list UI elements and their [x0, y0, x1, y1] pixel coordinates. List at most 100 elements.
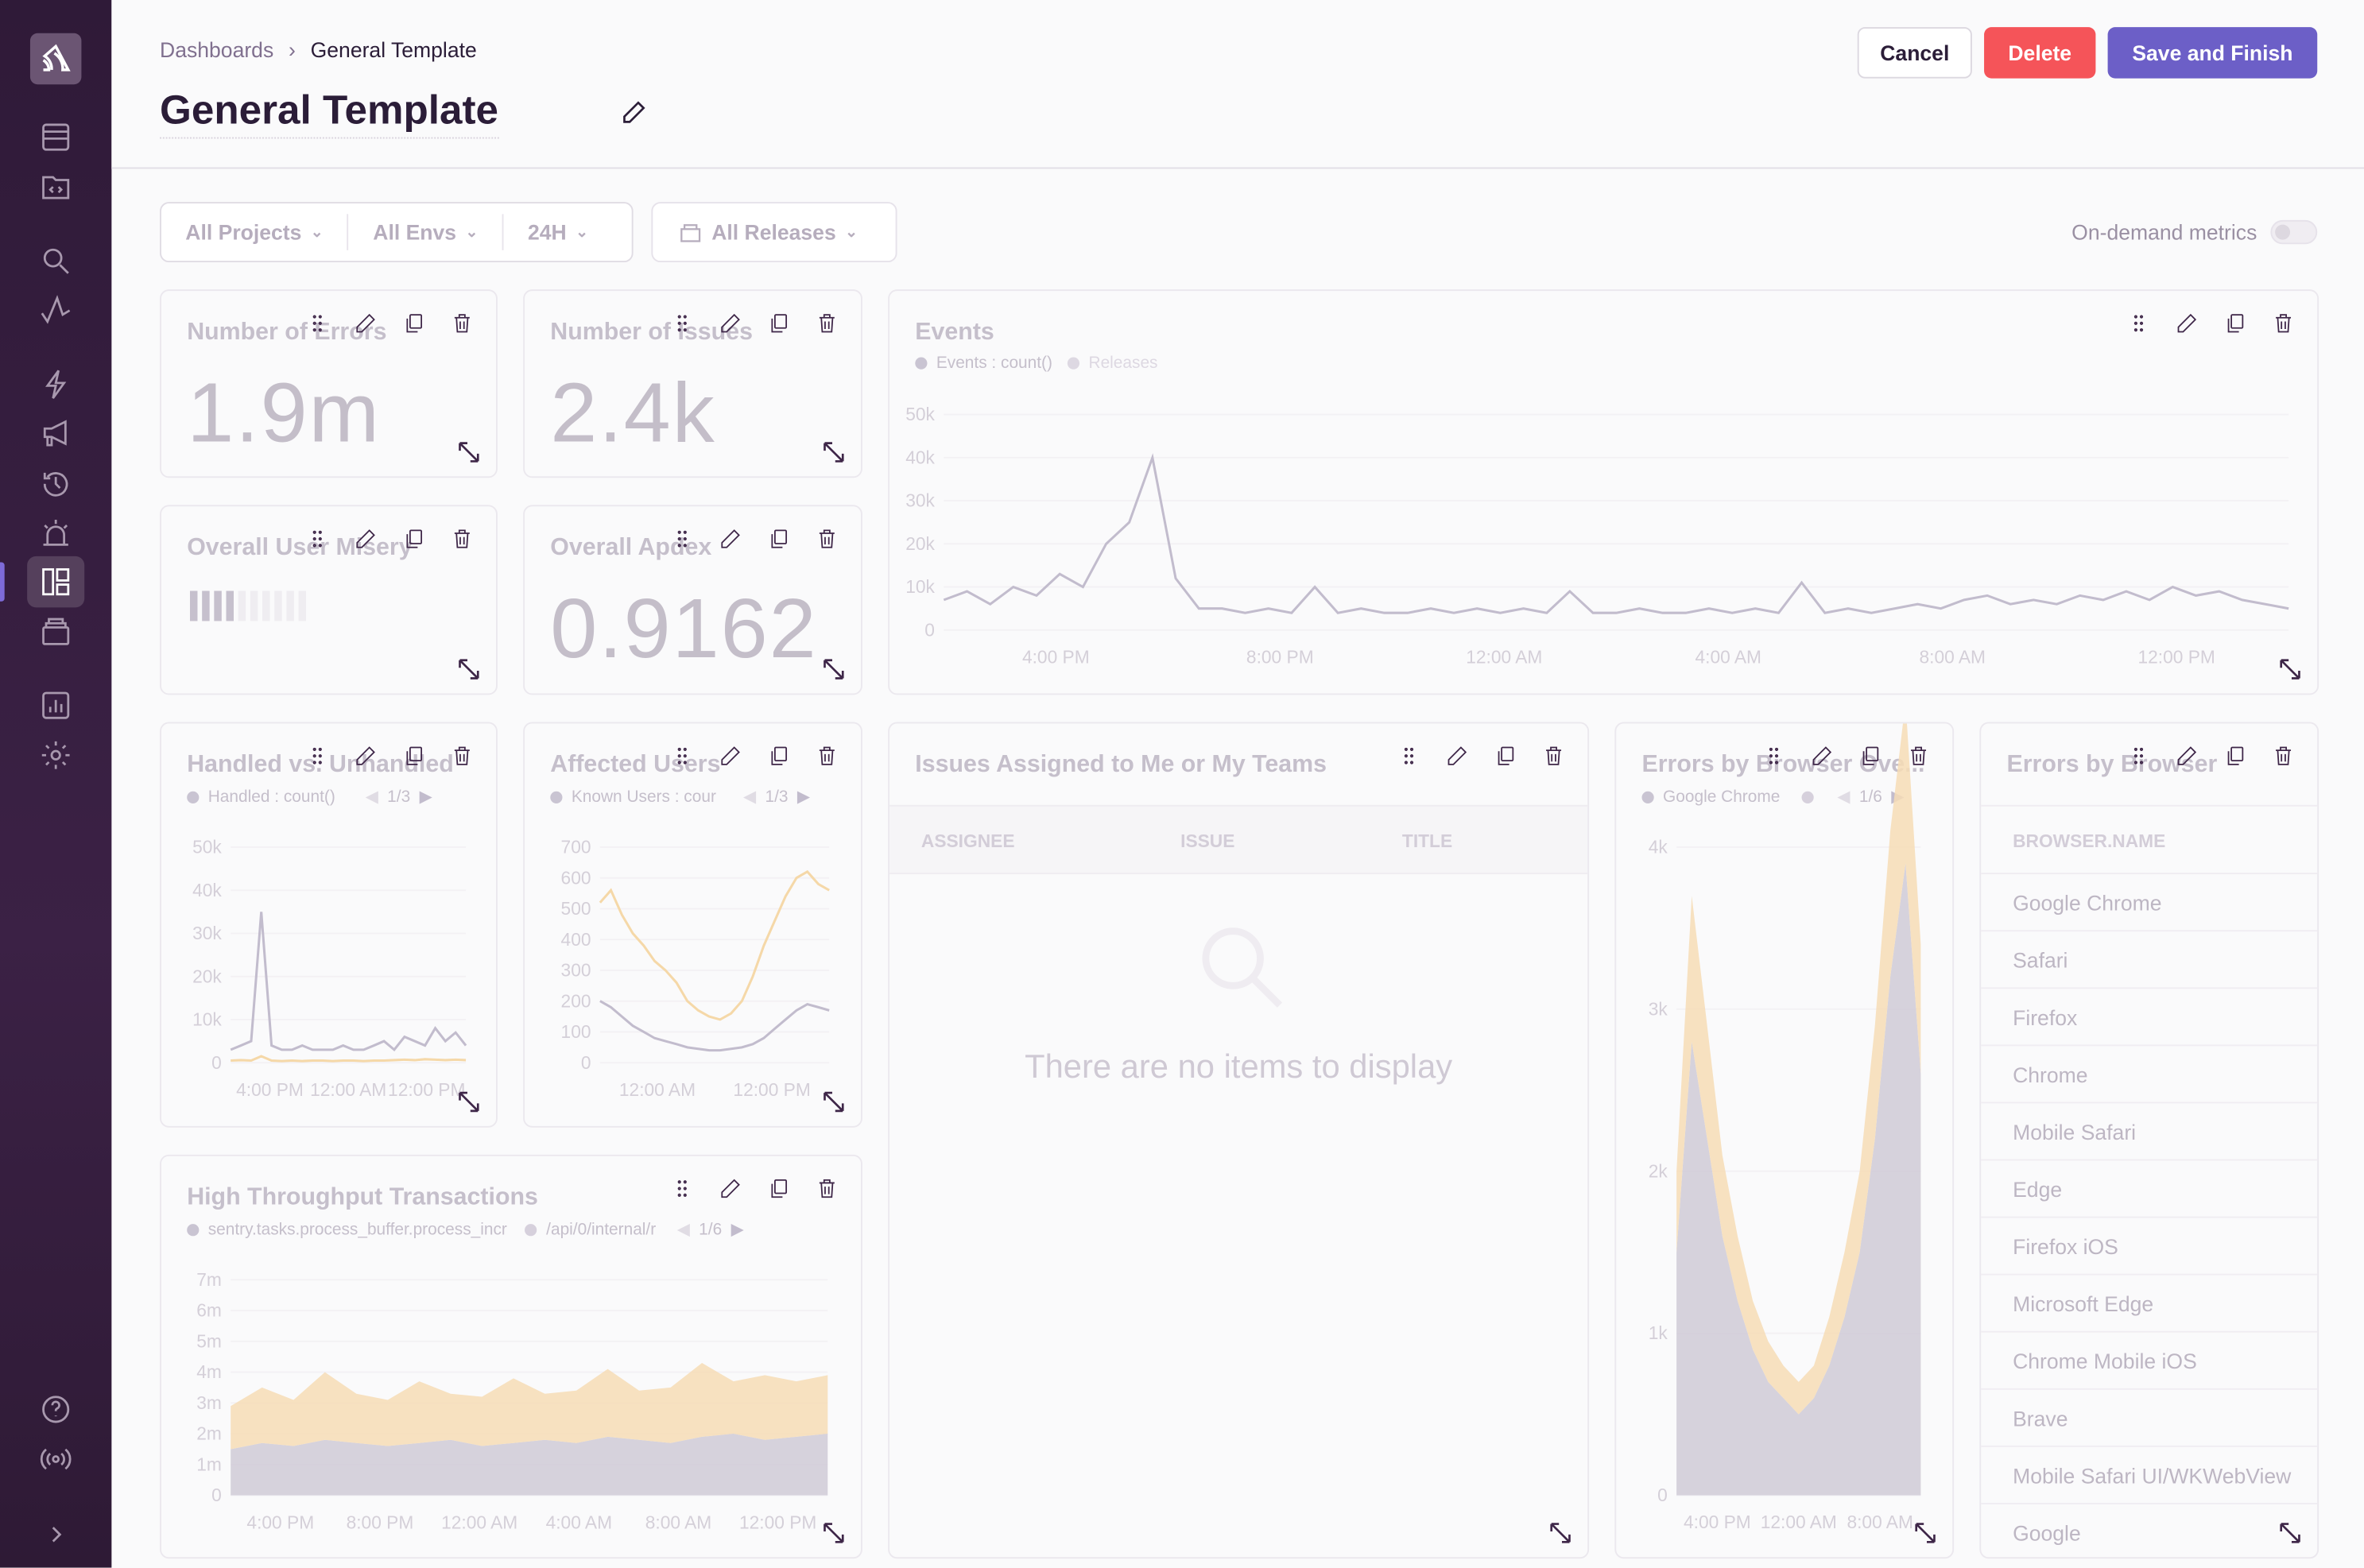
edit-widget-icon[interactable] [1443, 741, 1470, 769]
edit-widget-icon[interactable] [716, 525, 743, 552]
delete-widget-icon[interactable] [2269, 309, 2296, 336]
on-demand-toggle[interactable] [2270, 219, 2318, 245]
pencil-icon[interactable] [621, 99, 646, 133]
duplicate-widget-icon[interactable] [1856, 741, 1883, 769]
resize-handle-icon[interactable] [457, 440, 481, 464]
stats-icon[interactable] [37, 686, 76, 725]
next-page-icon[interactable]: ▶ [419, 788, 432, 807]
duplicate-widget-icon[interactable] [765, 525, 792, 552]
sentry-logo[interactable] [29, 33, 82, 85]
drag-handle-icon[interactable] [303, 741, 330, 769]
delete-widget-icon[interactable] [1905, 741, 1932, 769]
page-title[interactable]: General Template [160, 87, 499, 139]
projects-icon[interactable] [37, 168, 76, 207]
megaphone-icon[interactable] [37, 415, 76, 454]
performance-icon[interactable] [37, 291, 76, 330]
drag-handle-icon[interactable] [303, 525, 330, 552]
resize-handle-icon[interactable] [822, 1521, 846, 1545]
drag-handle-icon[interactable] [2124, 741, 2151, 769]
prev-page-icon[interactable]: ◀ [365, 788, 378, 807]
table-row[interactable]: Mobile Safari [1981, 1103, 2318, 1161]
prev-page-icon[interactable]: ◀ [676, 1221, 690, 1240]
duplicate-widget-icon[interactable] [400, 309, 427, 336]
delete-button[interactable]: Delete [1984, 27, 2096, 79]
delete-widget-icon[interactable] [812, 1175, 839, 1202]
column-assignee[interactable]: ASSIGNEE [920, 830, 1015, 852]
legend-item[interactable]: Google Chrome [1663, 788, 1781, 806]
duplicate-widget-icon[interactable] [400, 741, 427, 769]
duplicate-widget-icon[interactable] [400, 525, 427, 552]
table-row[interactable]: Chrome Mobile iOS [1981, 1333, 2318, 1390]
table-row[interactable]: Safari [1981, 931, 2318, 989]
resize-handle-icon[interactable] [1913, 1521, 1937, 1545]
edit-widget-icon[interactable] [2172, 309, 2199, 336]
drag-handle-icon[interactable] [668, 309, 695, 336]
resize-handle-icon[interactable] [2278, 657, 2302, 681]
edit-widget-icon[interactable] [351, 525, 378, 552]
duplicate-widget-icon[interactable] [765, 309, 792, 336]
resize-handle-icon[interactable] [457, 657, 481, 681]
drag-handle-icon[interactable] [303, 309, 330, 336]
duplicate-widget-icon[interactable] [2221, 741, 2248, 769]
table-row[interactable]: Chrome [1981, 1046, 2318, 1104]
settings-icon[interactable] [37, 736, 76, 775]
table-row[interactable]: Google Chrome [1981, 874, 2318, 932]
table-row[interactable]: Firefox [1981, 989, 2318, 1047]
date-range-selector[interactable]: 24H ⌄ [504, 214, 613, 250]
delete-widget-icon[interactable] [812, 309, 839, 336]
table-row[interactable]: Google [1981, 1504, 2317, 1557]
broadcast-icon[interactable] [37, 1439, 76, 1478]
resize-handle-icon[interactable] [1548, 1521, 1572, 1545]
next-page-icon[interactable]: ▶ [796, 788, 810, 807]
duplicate-widget-icon[interactable] [765, 1175, 792, 1202]
resize-handle-icon[interactable] [822, 440, 846, 464]
legend-item[interactable]: sentry.tasks.process_buffer.process_incr [207, 1220, 507, 1239]
delete-widget-icon[interactable] [812, 525, 839, 552]
edit-widget-icon[interactable] [716, 741, 743, 769]
legend-item[interactable]: /api/0/internal/r [546, 1220, 657, 1239]
column-issue[interactable]: ISSUE [1180, 830, 1235, 852]
history-icon[interactable] [37, 464, 76, 503]
next-page-icon[interactable]: ▶ [731, 1221, 744, 1240]
column-browser-name[interactable]: BROWSER.NAME [2013, 830, 2166, 852]
delete-widget-icon[interactable] [448, 741, 475, 769]
drag-handle-icon[interactable] [2124, 309, 2151, 336]
edit-widget-icon[interactable] [351, 309, 378, 336]
project-selector[interactable]: All Projects ⌄ [161, 214, 349, 250]
release-selector[interactable]: All Releases ⌄ [651, 202, 897, 263]
help-icon[interactable] [37, 1390, 76, 1429]
column-title[interactable]: TITLE [1401, 830, 1453, 852]
drag-handle-icon[interactable] [668, 525, 695, 552]
prev-page-icon[interactable]: ◀ [1837, 788, 1851, 807]
breadcrumb-dashboards[interactable]: Dashboards [160, 37, 274, 62]
prev-page-icon[interactable]: ◀ [743, 788, 757, 807]
delete-widget-icon[interactable] [812, 741, 839, 769]
table-row[interactable]: Brave [1981, 1390, 2318, 1447]
duplicate-widget-icon[interactable] [2221, 309, 2248, 336]
table-row[interactable]: Microsoft Edge [1981, 1276, 2318, 1333]
duplicate-widget-icon[interactable] [1491, 741, 1518, 769]
legend-item[interactable]: Releases [1088, 354, 1158, 373]
legend-item[interactable]: Handled : count() [207, 788, 335, 806]
alerts-icon[interactable] [37, 514, 76, 553]
dashboards-icon[interactable] [27, 556, 85, 608]
lightning-icon[interactable] [37, 365, 76, 404]
resize-handle-icon[interactable] [822, 1090, 846, 1113]
collapse-sidebar-icon[interactable] [37, 1515, 76, 1554]
delete-widget-icon[interactable] [1540, 741, 1567, 769]
resize-handle-icon[interactable] [2278, 1521, 2302, 1545]
issues-icon[interactable] [37, 118, 76, 157]
table-row[interactable]: Mobile Safari UI/WKWebView [1981, 1447, 2318, 1504]
edit-widget-icon[interactable] [716, 1175, 743, 1202]
drag-handle-icon[interactable] [668, 741, 695, 769]
releases-icon[interactable] [37, 612, 76, 651]
resize-handle-icon[interactable] [457, 1090, 481, 1113]
delete-widget-icon[interactable] [448, 309, 475, 336]
delete-widget-icon[interactable] [2269, 741, 2296, 769]
drag-handle-icon[interactable] [1759, 741, 1786, 769]
cancel-button[interactable]: Cancel [1857, 27, 1972, 79]
duplicate-widget-icon[interactable] [765, 741, 792, 769]
edit-widget-icon[interactable] [716, 309, 743, 336]
edit-widget-icon[interactable] [351, 741, 378, 769]
search-icon[interactable] [37, 241, 76, 280]
